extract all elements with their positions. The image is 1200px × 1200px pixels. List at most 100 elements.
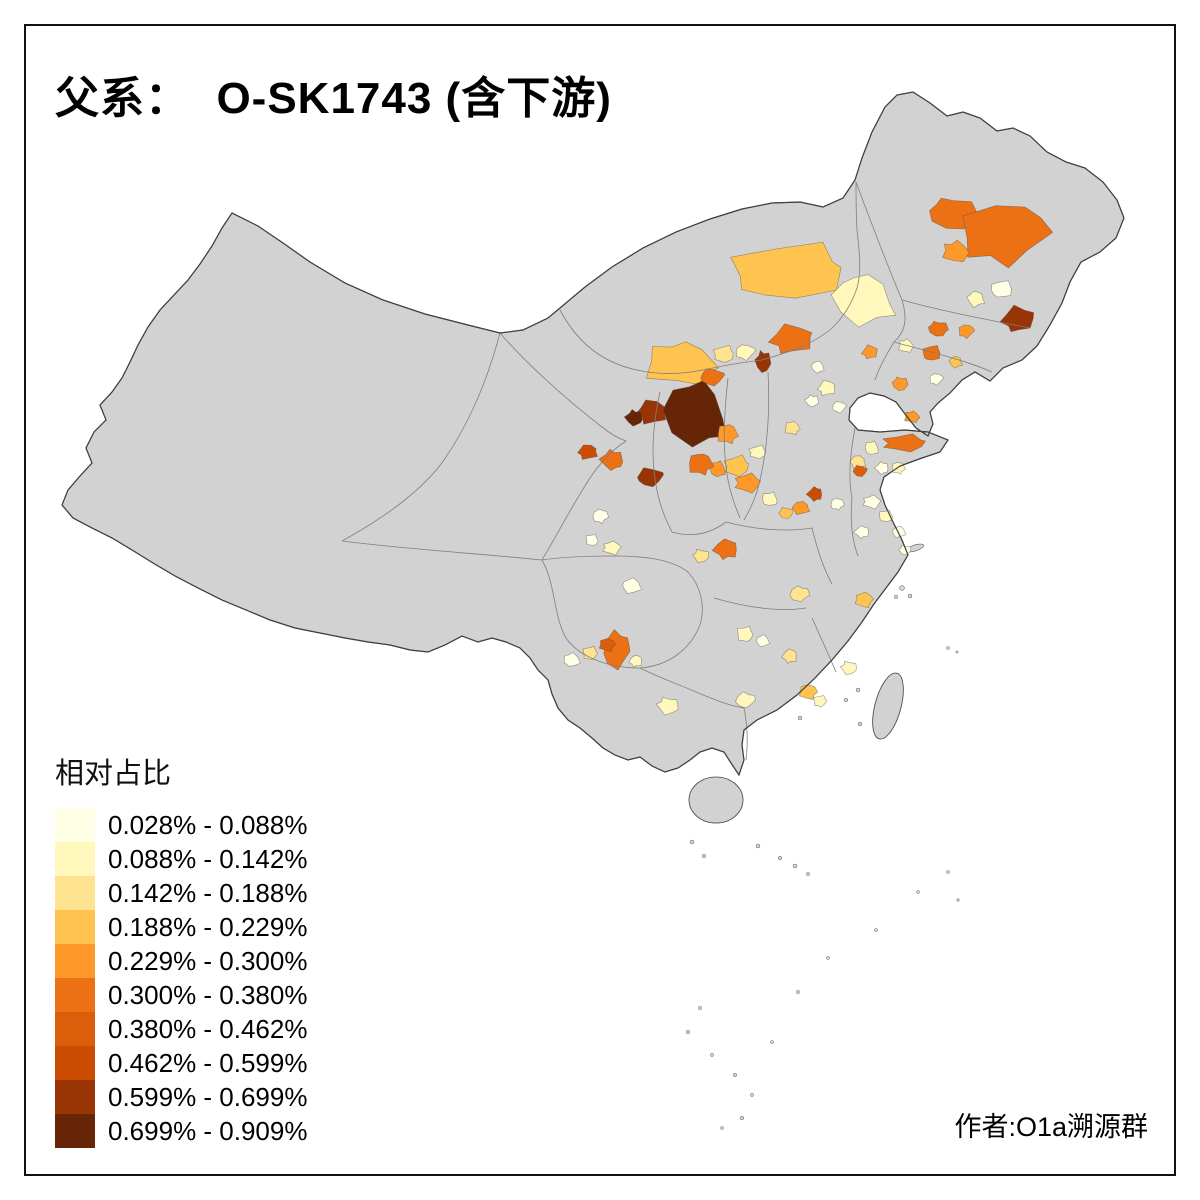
map-region — [927, 320, 949, 337]
legend-label: 0.300% - 0.380% — [108, 979, 308, 1010]
legend-entries: 0.028% - 0.088% 0.088% - 0.142% 0.142% - 0… — [55, 808, 307, 1148]
map-region — [830, 274, 896, 328]
map-region — [948, 355, 964, 369]
map-region — [811, 360, 825, 374]
legend-swatch — [55, 808, 95, 842]
legend-entry: 0.229% - 0.300% — [55, 944, 307, 978]
legend-entry: 0.599% - 0.699% — [55, 1080, 307, 1114]
map-region — [712, 344, 734, 363]
map-region — [598, 448, 624, 471]
map-region — [748, 444, 767, 460]
map-region — [804, 394, 820, 408]
map-region — [882, 433, 927, 453]
legend: 相对占比 0.028% - 0.088% 0.088% - 0.142% 0.142… — [55, 750, 307, 1148]
map-region — [655, 696, 679, 716]
map-region — [762, 491, 778, 506]
map-region — [929, 373, 944, 386]
map-region — [942, 239, 970, 263]
attribution: 作者:O1a溯源群 — [954, 1112, 1148, 1142]
legend-label: 0.188% - 0.229% — [108, 911, 308, 942]
south-china-sea-islets — [686, 839, 960, 1130]
map-region — [637, 467, 664, 488]
map-region — [839, 660, 857, 676]
legend-swatch — [55, 1012, 95, 1046]
map-region — [891, 525, 907, 538]
map-region — [734, 472, 761, 494]
islands — [686, 543, 960, 1130]
map-region — [736, 625, 754, 643]
map-region — [598, 638, 617, 653]
map-region — [717, 424, 739, 445]
map-region — [922, 345, 941, 361]
legend-entry: 0.380% - 0.462% — [55, 1012, 307, 1046]
map-region — [700, 368, 726, 387]
map-region — [628, 654, 642, 668]
hainan-island — [688, 776, 744, 824]
legend-entry: 0.088% - 0.142% — [55, 842, 307, 876]
map-region — [991, 280, 1012, 298]
map-region — [781, 648, 797, 664]
map-region — [736, 344, 757, 361]
national-outline — [61, 91, 1125, 777]
map-region — [723, 454, 750, 478]
map-region — [852, 465, 868, 477]
map-region — [854, 591, 874, 609]
map-region — [832, 401, 847, 414]
map-region — [711, 538, 737, 561]
map-region — [791, 501, 811, 515]
map-region — [852, 525, 869, 539]
map-region — [784, 420, 801, 436]
legend-label: 0.380% - 0.462% — [108, 1013, 308, 1044]
legend-swatch — [55, 910, 95, 944]
taiwan-island — [872, 672, 904, 740]
province-borders — [341, 181, 1031, 761]
legend-swatch — [55, 842, 95, 876]
china-mainland — [61, 91, 1125, 777]
map-region — [898, 544, 912, 555]
legend-entry: 0.699% - 0.909% — [55, 1114, 307, 1148]
map-region — [585, 533, 599, 546]
map-region — [864, 440, 879, 455]
map-region — [891, 376, 909, 391]
legend-swatch — [55, 1080, 95, 1114]
map-region — [689, 453, 715, 476]
map-region — [830, 498, 845, 511]
legend-swatch — [55, 876, 95, 910]
map-region — [756, 634, 771, 647]
map-region — [730, 241, 842, 299]
legend-entry: 0.028% - 0.088% — [55, 808, 307, 842]
map-region — [805, 486, 823, 502]
legend-entry: 0.462% - 0.599% — [55, 1046, 307, 1080]
map-region — [813, 695, 828, 708]
legend-label: 0.028% - 0.088% — [108, 809, 308, 840]
legend-swatch — [55, 1046, 95, 1080]
legend-swatch — [55, 1114, 95, 1148]
legend-label: 0.229% - 0.300% — [108, 945, 308, 976]
map-region — [862, 494, 882, 510]
map-region — [778, 507, 794, 519]
map-region — [958, 324, 976, 340]
map-region — [966, 291, 986, 308]
map-region — [623, 408, 643, 427]
legend-swatch — [55, 944, 95, 978]
legend-label: 0.462% - 0.599% — [108, 1047, 308, 1078]
legend-label: 0.142% - 0.188% — [108, 877, 308, 908]
map-region — [767, 323, 813, 354]
page-title: 父系： O-SK1743 (含下游) — [55, 74, 612, 123]
legend-label: 0.088% - 0.142% — [108, 843, 308, 874]
legend-title: 相对占比 — [55, 758, 172, 790]
map-region — [622, 577, 643, 594]
map-regions-layer — [563, 197, 1054, 716]
legend-label: 0.599% - 0.699% — [108, 1081, 308, 1112]
map-region — [789, 585, 811, 603]
map-region — [692, 548, 709, 563]
map-region — [754, 349, 772, 373]
legend-swatch — [55, 978, 95, 1012]
map-region — [592, 508, 610, 524]
legend-entry: 0.188% - 0.229% — [55, 910, 307, 944]
map-region — [735, 691, 756, 709]
map-region — [962, 205, 1054, 269]
map-region — [816, 379, 836, 397]
